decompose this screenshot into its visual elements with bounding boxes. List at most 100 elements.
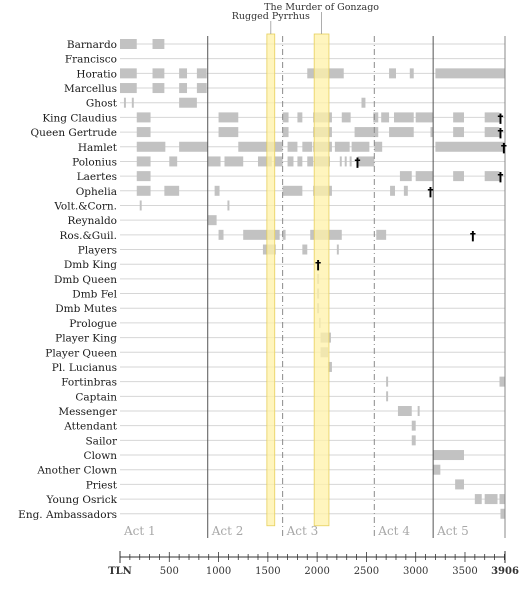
stage-presence-bar <box>282 185 303 196</box>
x-axis: TLN 500 1000 1500 2000 2500 3000 3500 3906 <box>108 551 519 577</box>
stage-presence-bar <box>302 141 313 152</box>
character-label: Ros.&Guil. <box>59 230 117 242</box>
character-label: Ophelia <box>76 186 117 198</box>
stage-presence-bar <box>411 435 416 446</box>
character-label: Marcellus <box>64 83 117 95</box>
act-label: Act 2 <box>211 524 244 538</box>
highlight-label: The Murder of Gonzago <box>264 2 379 13</box>
stage-presence-bar <box>164 185 180 196</box>
act-label: Act 3 <box>286 524 319 538</box>
stage-presence-bar <box>179 97 197 108</box>
stage-presence-bar <box>354 127 379 138</box>
death-marker: † <box>355 155 361 169</box>
stage-presence-bar <box>273 156 283 167</box>
character-label: Pl. Lucianus <box>52 362 117 374</box>
x-tick-label: 2500 <box>354 566 379 577</box>
character-label: Polonius <box>72 156 117 168</box>
stage-presence-bar <box>152 68 165 79</box>
stage-presence-bar <box>351 141 370 152</box>
stage-presence-bar <box>433 450 464 461</box>
stage-presence-bar <box>152 39 165 49</box>
stage-presence-bar <box>327 361 332 372</box>
stage-presence-bar <box>433 464 441 475</box>
row-lines-layer <box>120 43 505 515</box>
stage-presence-bar <box>227 200 230 211</box>
death-marker: † <box>470 229 476 243</box>
stage-presence-bar <box>361 97 366 108</box>
stage-presence-bar <box>415 112 434 123</box>
stage-presence-bar <box>297 156 303 167</box>
character-label: Clown <box>84 450 118 462</box>
stage-presence-bar <box>136 171 151 182</box>
stage-presence-bar <box>282 127 289 138</box>
stage-presence-bar <box>435 141 505 152</box>
stage-presence-bar <box>430 127 434 138</box>
stage-presence-bar <box>386 391 389 402</box>
stage-presence-bar <box>415 171 434 182</box>
highlight-band <box>313 33 330 527</box>
stage-presence-bar <box>196 83 207 94</box>
stage-presence-bar <box>214 185 220 196</box>
character-label: Player King <box>55 333 117 345</box>
stage-presence-bar <box>218 112 239 123</box>
stage-presence-bar <box>349 156 352 167</box>
stage-presence-bar <box>282 229 286 240</box>
stage-presence-bar <box>397 406 412 416</box>
stage-presence-bar <box>179 83 188 94</box>
x-tick-label: 3500 <box>452 566 477 577</box>
stage-presence-bar <box>373 112 379 123</box>
character-label: Dmb Mutes <box>55 303 117 315</box>
character-label: Horatio <box>76 68 117 80</box>
stage-presence-bar <box>287 156 294 167</box>
x-tick-label: 2000 <box>304 566 329 577</box>
character-label: Francisco <box>65 54 117 66</box>
stage-presence-bar <box>336 244 339 255</box>
stage-presence-bar <box>417 406 420 416</box>
stage-presence-bar <box>389 68 396 79</box>
x-tick-label: 1000 <box>206 566 231 577</box>
act-label: Act 4 <box>377 524 410 538</box>
stage-presence-bar <box>484 494 498 505</box>
character-label: Players <box>78 245 117 257</box>
stage-presence-bar <box>218 229 224 240</box>
stage-presence-bar <box>390 185 395 196</box>
death-marker: † <box>427 185 433 199</box>
stage-presence-bar <box>484 171 500 182</box>
character-label: Barnardo <box>67 39 117 51</box>
stage-presence-bar <box>435 68 505 79</box>
stage-presence-bar <box>224 156 244 167</box>
stage-presence-bar <box>411 420 416 431</box>
character-label: Messenger <box>58 406 118 418</box>
stage-presence-bar <box>403 185 408 196</box>
stage-presence-bar <box>207 156 221 167</box>
character-label: Laertes <box>77 171 117 183</box>
stage-presence-bar <box>238 141 283 152</box>
stage-presence-bar <box>389 127 414 138</box>
stage-presence-bar <box>386 376 389 387</box>
stage-presence-bar <box>344 156 347 167</box>
character-label: Volt.&Corn. <box>53 200 117 212</box>
stage-presence-bar <box>500 508 505 519</box>
death-marker: † <box>497 111 503 125</box>
stage-presence-bar <box>376 229 387 240</box>
stage-presence-bar <box>131 97 134 108</box>
stage-presence-bar <box>484 127 500 138</box>
death-marker: † <box>497 126 503 140</box>
character-label: Dmb Queen <box>54 274 117 286</box>
stage-presence-bar <box>179 141 208 152</box>
stage-presence-bar <box>453 171 464 182</box>
character-label: Prologue <box>69 318 117 330</box>
stage-presence-bar <box>282 112 289 123</box>
character-labels-layer: Barnardo Francisco Horatio Marcellus Ghost Ki… <box>18 39 118 521</box>
character-label: Dmb King <box>64 259 117 271</box>
stage-presence-bar <box>139 200 142 211</box>
stage-presence-bar <box>136 141 166 152</box>
stage-presence-bar <box>257 156 272 167</box>
stage-presence-bar <box>453 127 464 138</box>
stage-presence-bar <box>394 112 414 123</box>
x-tick-label: 1500 <box>255 566 280 577</box>
stage-presence-bar <box>120 39 137 49</box>
stage-presence-bar <box>499 376 505 387</box>
stage-presence-bar <box>307 156 314 167</box>
